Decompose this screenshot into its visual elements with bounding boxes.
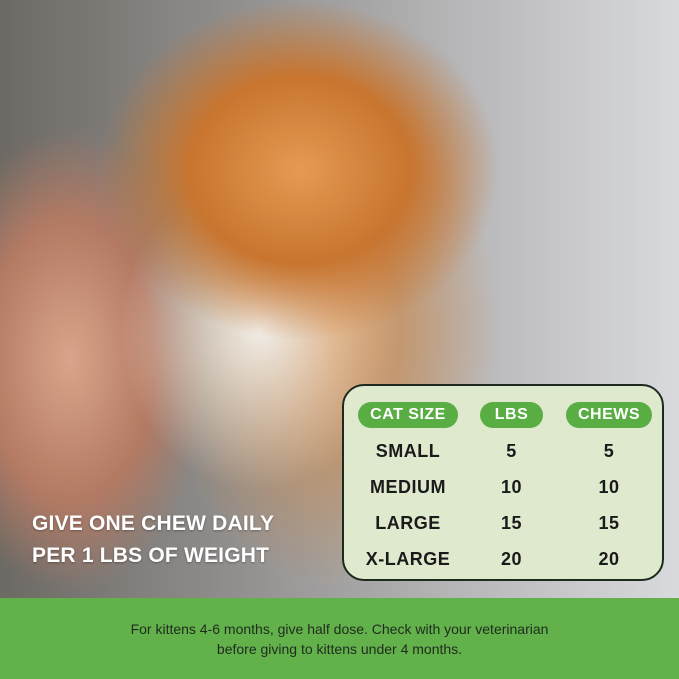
cell-size: LARGE [375, 513, 441, 533]
header-chews: CHEWS [566, 402, 652, 428]
table-row: MEDIUM 10 10 [344, 474, 662, 504]
cell-chews: 20 [598, 549, 620, 569]
headline-line-2: PER 1 LBS OF WEIGHT [32, 544, 270, 567]
table-row: X-LARGE 20 20 [344, 546, 662, 576]
kitten-note-banner: For kittens 4-6 months, give half dose. … [0, 598, 679, 679]
cell-chews: 15 [598, 513, 620, 533]
header-cat-size: CAT SIZE [358, 402, 458, 428]
dosage-headline: GIVE ONE CHEW DAILY PER 1 LBS OF WEIGHT [32, 508, 274, 572]
table-row: SMALL 5 5 [344, 438, 662, 468]
cell-size: SMALL [375, 441, 441, 461]
cell-chews: 10 [598, 477, 620, 497]
kitten-note: For kittens 4-6 months, give half dose. … [131, 619, 549, 659]
dosage-table: CAT SIZE LBS CHEWS SMALL 5 5 MEDIUM 10 1… [342, 384, 664, 581]
table-header-row: CAT SIZE LBS CHEWS [344, 402, 662, 432]
header-lbs: LBS [480, 402, 543, 428]
cell-size: MEDIUM [370, 477, 446, 497]
cell-chews: 5 [603, 441, 615, 461]
cell-lbs: 10 [500, 477, 523, 497]
headline-line-1: GIVE ONE CHEW DAILY [32, 512, 275, 535]
table-row: LARGE 15 15 [344, 510, 662, 540]
kitten-note-line-2: before giving to kittens under 4 months. [216, 640, 463, 657]
cell-size: X-LARGE [365, 549, 451, 569]
cell-lbs: 20 [500, 549, 523, 569]
kitten-note-line-1: For kittens 4-6 months, give half dose. … [130, 620, 549, 637]
cell-lbs: 15 [500, 513, 523, 533]
cell-lbs: 5 [506, 441, 517, 461]
